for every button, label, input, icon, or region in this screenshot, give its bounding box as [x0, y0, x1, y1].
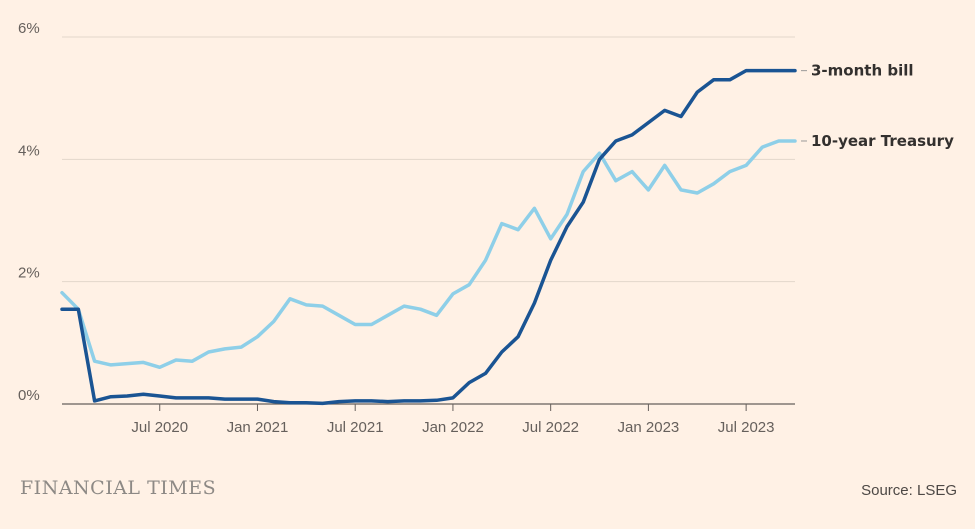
- series-labels: 10-year Treasury 3-month bill: [801, 62, 954, 150]
- series-label: 3-month bill: [811, 62, 914, 80]
- x-tick-label: Jan 2021: [227, 419, 289, 436]
- x-tick-label: Jan 2022: [422, 419, 484, 436]
- series-line: [60, 139, 797, 370]
- y-tick-label: 4%: [18, 142, 40, 159]
- x-tick-label: Jul 2020: [131, 419, 188, 436]
- y-tick-label: 6%: [18, 20, 40, 37]
- source-note: Source: LSEG: [861, 482, 957, 499]
- y-tick-label: 2%: [18, 265, 40, 282]
- series-lines: [60, 68, 797, 406]
- brand-logo-text: FINANCIAL TIMES: [20, 477, 217, 499]
- series-line: [60, 68, 797, 406]
- x-tick-label: Jul 2022: [522, 419, 579, 436]
- y-axis-ticks: 0% 2% 4% 6%: [18, 20, 40, 404]
- y-tick-label: 0%: [18, 387, 40, 404]
- x-tick-label: Jul 2023: [718, 419, 775, 436]
- gridlines: [62, 36, 795, 405]
- x-axis: Jul 2020 Jan 2021 Jul 2021 Jan 2022 Jul 2022…: [131, 404, 774, 436]
- line-chart: 0% 2% 4% 6% Jul 2020 Jan 2021 Jul 2021 Jan 202…: [18, 20, 954, 436]
- x-tick-label: Jul 2021: [327, 419, 384, 436]
- x-tick-label: Jan 2023: [618, 419, 680, 436]
- series-label: 10-year Treasury: [811, 132, 954, 150]
